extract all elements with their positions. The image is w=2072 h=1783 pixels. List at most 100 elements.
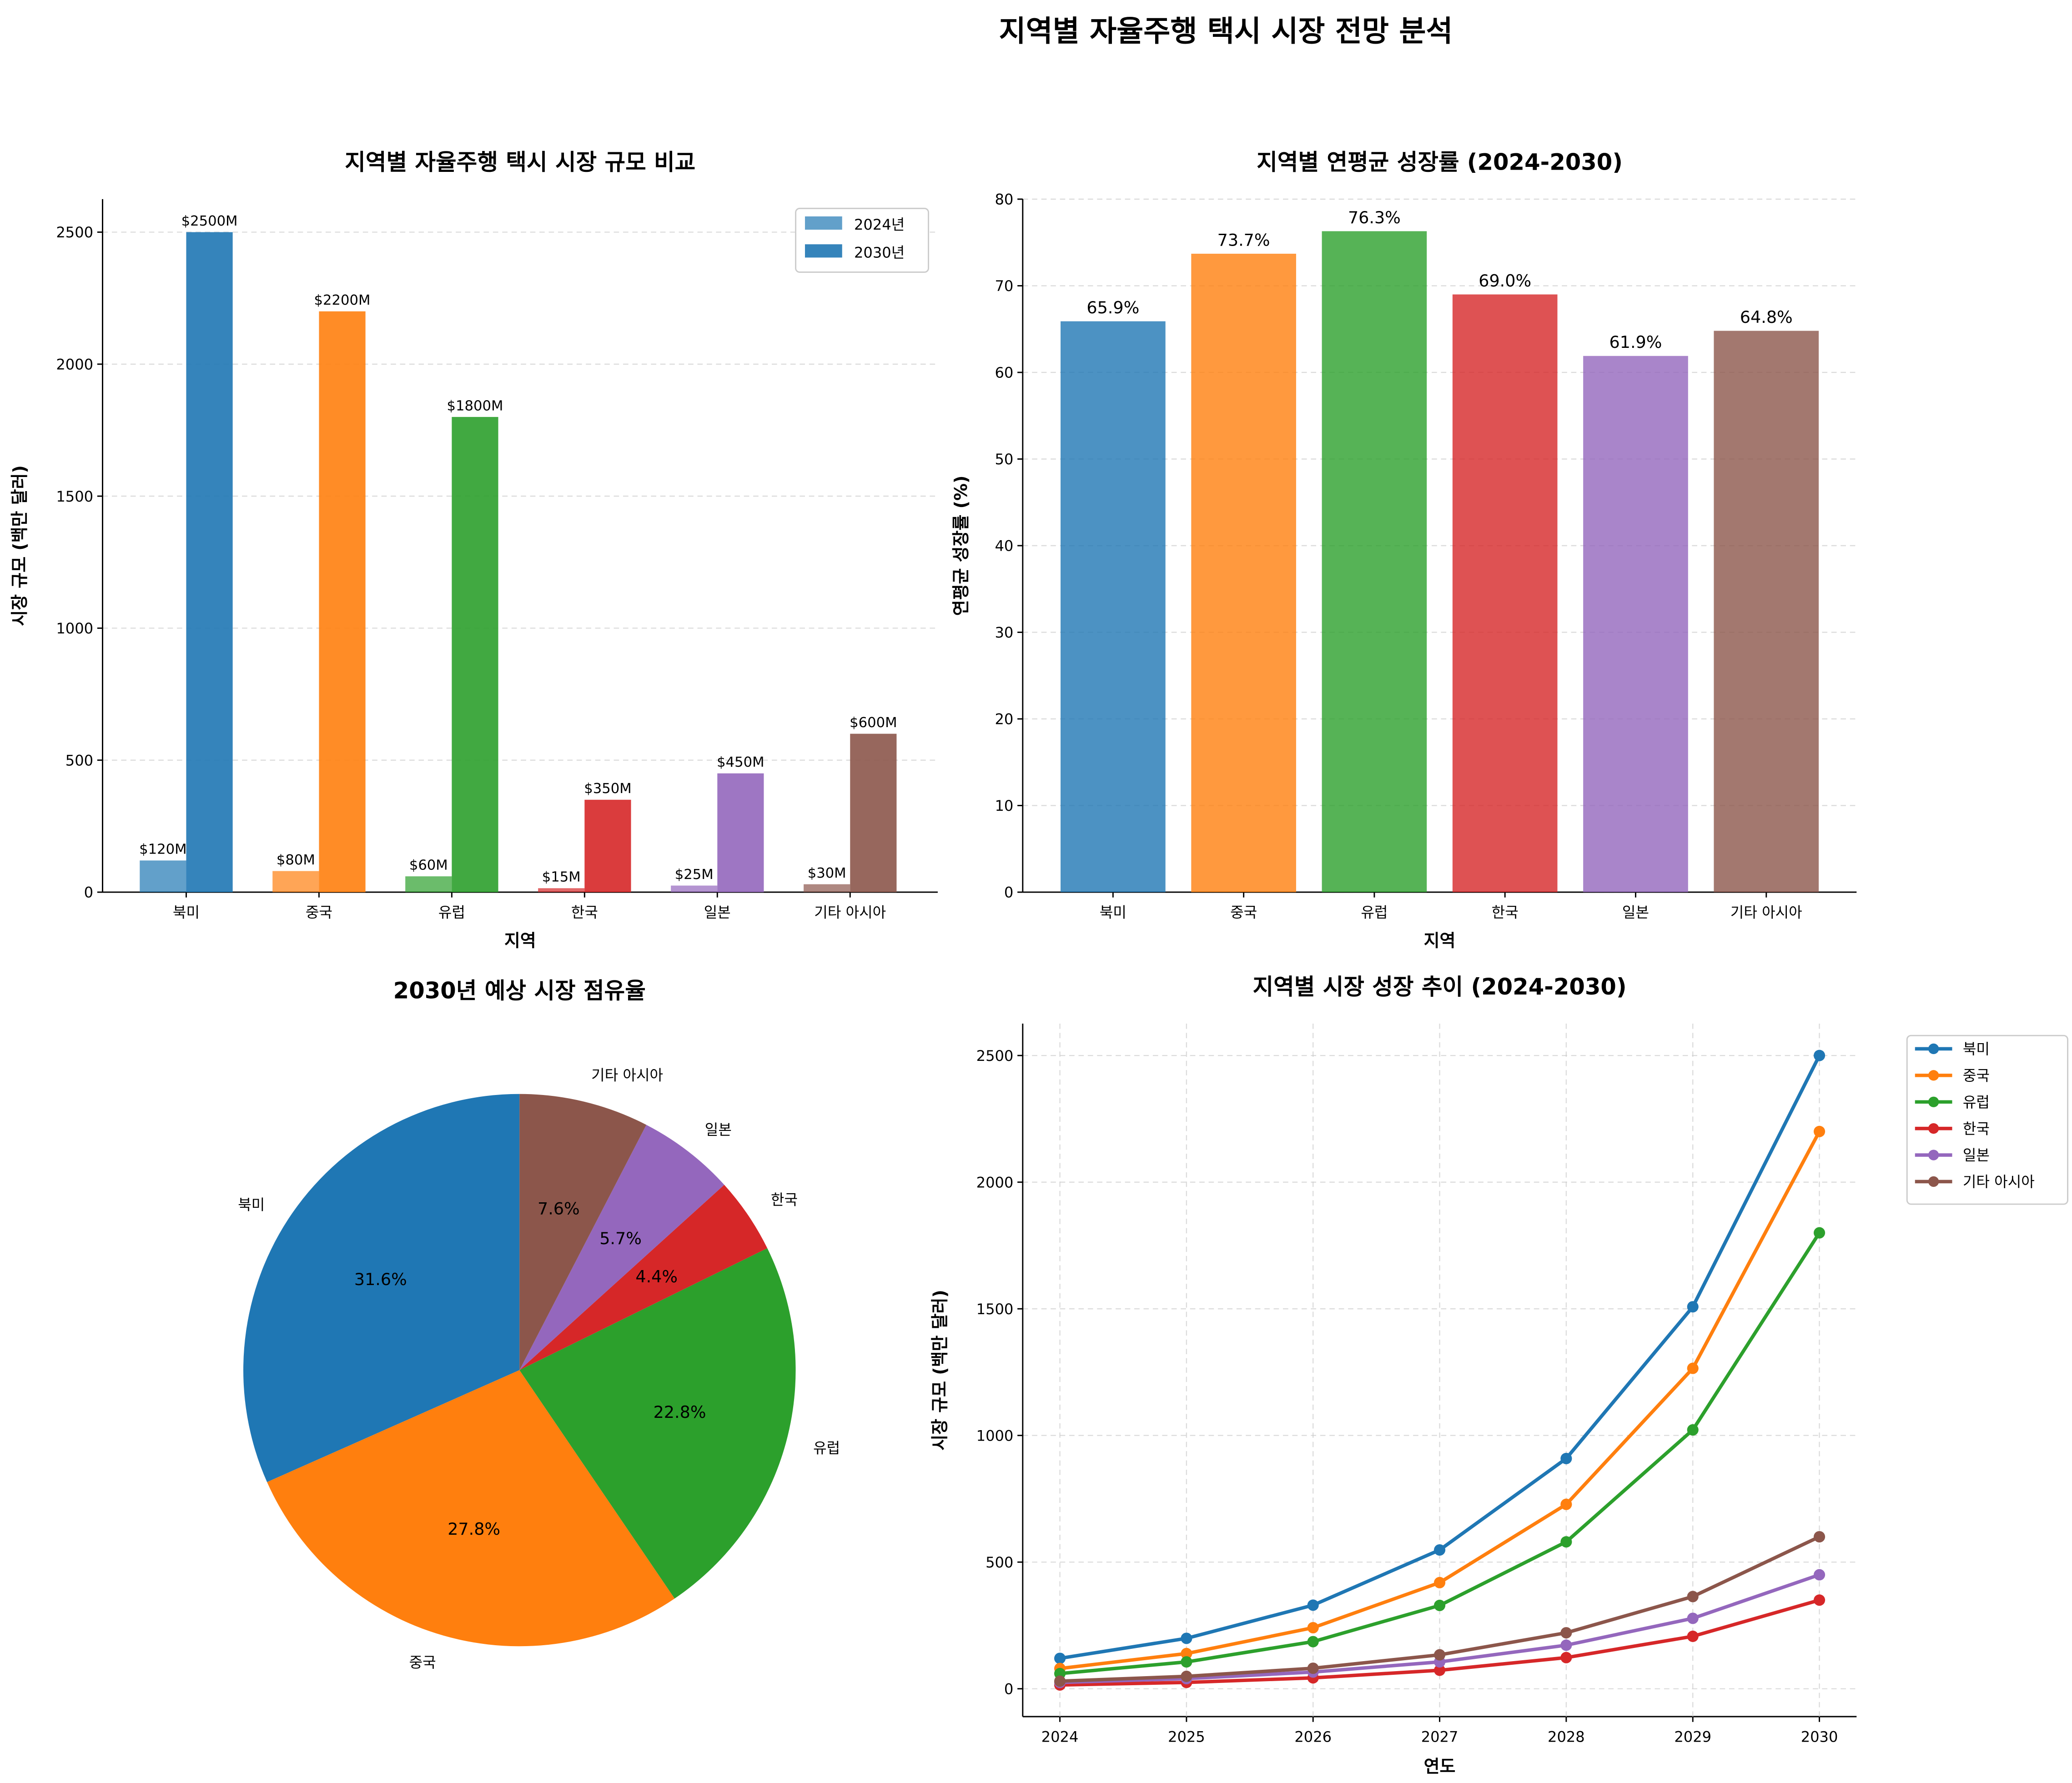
data-point [1560,1498,1572,1510]
legend-marker [1928,1123,1939,1134]
x-tick-label: 유럽 [1361,904,1388,921]
data-label: $80M [277,852,315,868]
bar-2024년 [804,884,850,892]
x-tick-label: 2026 [1294,1728,1332,1745]
data-point [1054,1652,1066,1664]
x-tick-label: 한국 [1492,904,1519,921]
data-point [1813,1125,1826,1137]
legend-label: 북미 [1963,1040,1990,1058]
data-label: $2200M [314,292,371,308]
x-tick-label: 일본 [1622,904,1649,921]
slice-label: 북미 [238,1196,265,1213]
x-tick-label: 유럽 [438,904,465,921]
pie-slice [519,1185,768,1371]
bar-2024년 [538,888,585,892]
data-point [1433,1649,1446,1661]
chart-title: 지역별 연평균 성장률 (2024-2030) [1257,149,1623,176]
growth-trend-line-chart: 0 500 1000 1500 2000 2500 지역별 시장 성장 추이 (2024-2… [930,974,2068,1777]
data-point [1307,1622,1319,1634]
chart-title: 2030년 예상 시장 점유율 [393,978,646,1004]
legend-marker [1928,1043,1939,1055]
data-label: 61.9% [1609,332,1662,352]
x-tick-label: 북미 [1100,904,1127,921]
y-tick-label: 500 [65,752,93,769]
slice-label: 유럽 [813,1439,840,1457]
slice-percent: 22.8% [654,1402,706,1422]
slice-percent: 5.7% [599,1229,642,1248]
data-point [1307,1636,1319,1647]
y-tick-label: 2000 [56,356,93,373]
x-tick-label: 일본 [704,904,731,921]
data-label: $600M [850,715,897,731]
data-label: 69.0% [1479,271,1531,291]
data-point [1687,1591,1699,1602]
x-axis-label: 연도 [1424,1757,1456,1777]
bar-2024년 [671,885,718,892]
legend-marker [1928,1176,1939,1187]
legend-label: 2024년 [854,216,905,233]
data-point [1560,1536,1572,1548]
data-label: 65.9% [1086,298,1139,317]
y-tick-label: 2500 [976,1047,1014,1065]
data-point [1813,1227,1826,1239]
data-point [1813,1594,1826,1606]
cagr-bar [1061,321,1166,892]
cagr-bar [1452,294,1558,892]
pie-slice [267,1370,675,1647]
legend-label: 한국 [1963,1120,1990,1137]
data-point [1687,1630,1699,1642]
slice-percent: 7.6% [538,1199,580,1219]
y-tick-label: 60 [995,364,1014,382]
data-label: 76.3% [1348,208,1401,227]
data-point [1560,1627,1572,1639]
data-point [1560,1452,1572,1464]
y-tick-label: 1500 [56,488,93,505]
y-axis-label: 시장 규모 (백만 달러) [10,465,30,626]
x-axis-label: 지역 [1424,931,1456,951]
y-tick-label: 2000 [976,1174,1014,1191]
bar-2030년 [584,799,631,892]
x-tick-label: 2024 [1041,1728,1079,1745]
data-label: $25M [675,867,714,883]
data-point [1433,1577,1446,1588]
x-tick-label: 중국 [306,904,332,921]
data-point [1181,1670,1192,1683]
market-size-bar-chart: 0 500 1000 1500 2000 2500 지역별 자율주행 택시 시장 규모 비교… [10,149,938,951]
data-point [1687,1301,1699,1313]
y-tick-label: 10 [995,797,1014,814]
slice-percent: 31.6% [354,1270,407,1289]
y-tick-label: 50 [995,451,1014,468]
slice-percent: 4.4% [635,1267,678,1286]
data-label: $60M [409,858,448,874]
legend-box [1906,1035,2068,1205]
cagr-bar [1322,231,1427,892]
cagr-bar-chart: 0 10 20 30 40 50 60 70 80 지역별 연평균 성장률 (2024-2030)… [951,149,1857,951]
slice-percent: 27.8% [448,1519,500,1539]
bar-2024년 [405,876,452,892]
legend-label: 일본 [1963,1147,1990,1164]
x-tick-label: 2029 [1674,1728,1711,1745]
legend: 2024년 2030년 [795,207,929,273]
data-point [1813,1050,1826,1061]
data-point [1687,1612,1699,1624]
data-label: $450M [717,754,764,770]
legend-marker [1928,1150,1939,1160]
y-tick-label: 500 [986,1554,1013,1571]
data-label: $1800M [447,398,503,414]
data-point [1813,1531,1826,1543]
bar-2030년 [452,417,498,892]
data-label: $15M [542,869,581,885]
bar-2030년 [850,733,897,892]
slice-label: 중국 [409,1654,436,1671]
pie-slice [519,1248,796,1599]
x-tick-label: 한국 [571,904,598,921]
pie-slice [519,1125,724,1371]
legend-swatch [805,244,842,258]
legend-swatch [805,216,842,230]
data-label: $30M [808,865,846,881]
x-tick-label: 2028 [1548,1728,1585,1745]
chart-title: 지역별 시장 성장 추이 (2024-2030) [1252,974,1626,1000]
data-label: $350M [584,781,631,797]
legend-label: 2030년 [854,244,905,261]
